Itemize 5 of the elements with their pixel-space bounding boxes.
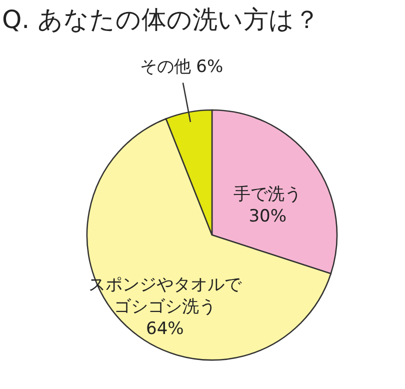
- slice-label: その他 6%: [140, 56, 224, 77]
- data-label: 30%: [248, 206, 287, 227]
- data-label: 64%: [146, 319, 184, 340]
- slice-label: 手で洗う: [234, 184, 302, 205]
- chart-title: Q. あなたの体の洗い方は？: [2, 5, 320, 34]
